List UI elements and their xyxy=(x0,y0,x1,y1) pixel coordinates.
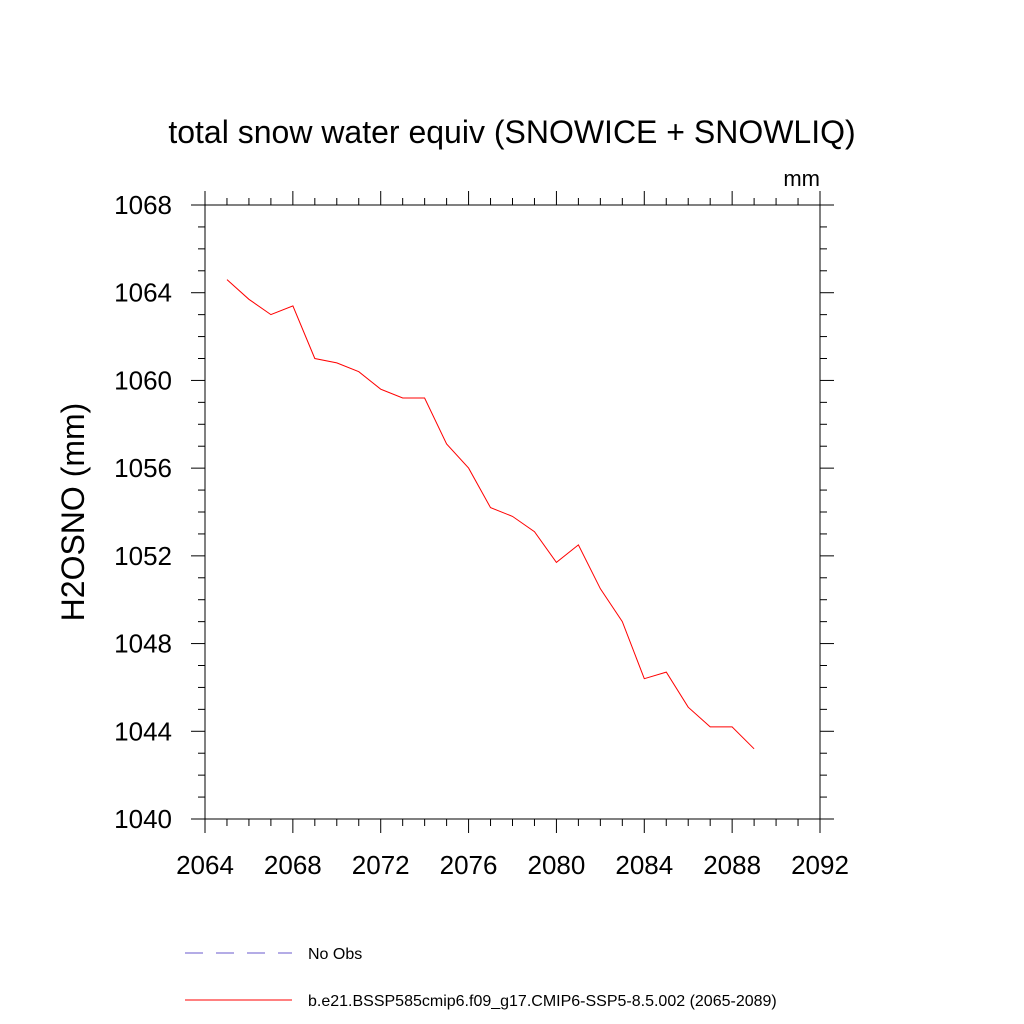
legend-label: No Obs xyxy=(308,946,362,963)
x-tick-label: 2080 xyxy=(528,850,586,880)
x-tick-label: 2076 xyxy=(440,850,498,880)
y-tick-label: 1060 xyxy=(114,365,172,395)
chart-title: total snow water equiv (SNOWICE + SNOWLI… xyxy=(168,114,855,150)
x-tick-label: 2072 xyxy=(352,850,410,880)
axis-ticks xyxy=(191,191,834,833)
series-lines xyxy=(226,279,755,750)
y-tick-label: 1064 xyxy=(114,278,172,308)
y-tick-label: 1044 xyxy=(114,716,172,746)
x-tick-label: 2084 xyxy=(615,850,673,880)
y-tick-label: 1068 xyxy=(114,190,172,220)
y-axis-label: H2OSNO (mm) xyxy=(55,403,91,622)
x-tick-label: 2068 xyxy=(264,850,322,880)
units-label: mm xyxy=(783,166,820,191)
x-tick-label: 2092 xyxy=(791,850,849,880)
y-tick-label: 1048 xyxy=(114,629,172,659)
x-tick-label: 2064 xyxy=(176,850,234,880)
y-tick-label: 1040 xyxy=(114,804,172,834)
y-tick-label: 1052 xyxy=(114,541,172,571)
y-tick-label: 1056 xyxy=(114,453,172,483)
legend-label: b.e21.BSSP585cmip6.f09_g17.CMIP6-SSP5-8.… xyxy=(308,993,777,1010)
series-line xyxy=(226,279,755,750)
axis-tick-labels: 2064 2068 2072 2076 2080 2084 2088 2092 1040 1044… xyxy=(114,190,849,880)
legend: No Obs b.e21.BSSP585cmip6.f09_g17.CMIP6-S… xyxy=(185,946,777,1010)
x-tick-label: 2088 xyxy=(703,850,761,880)
